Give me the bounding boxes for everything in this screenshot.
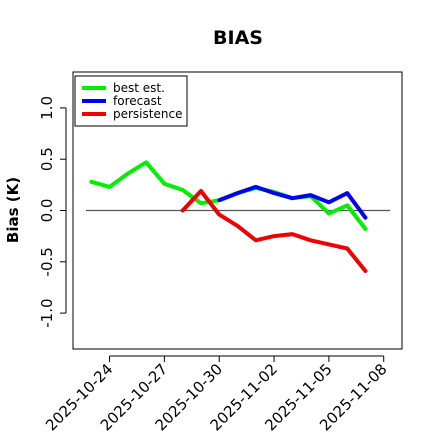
series-line-persistence — [180, 189, 368, 273]
y-tick-label: 0.5 — [38, 147, 56, 171]
y-axis-label: Bias (K) — [4, 177, 22, 243]
y-axis: -1.0 -0.5 0.0 0.5 1.0 — [38, 96, 67, 328]
y-tick-label: -1.0 — [38, 298, 56, 327]
legend-label: persistence — [113, 107, 182, 121]
chart-title: BIAS — [213, 27, 263, 49]
plot-frame — [72, 71, 403, 350]
y-tick-label: -0.5 — [38, 247, 56, 276]
y-tick-label: 0.0 — [38, 199, 56, 223]
x-axis: 2025-10-242025-10-272025-10-302025-11-02… — [42, 355, 391, 434]
series-line-forecast — [217, 184, 368, 220]
legend-label: best est. — [113, 81, 165, 95]
legend-label: forecast — [113, 94, 162, 108]
series-layer — [89, 160, 368, 273]
y-tick-label: 1.0 — [38, 96, 56, 120]
